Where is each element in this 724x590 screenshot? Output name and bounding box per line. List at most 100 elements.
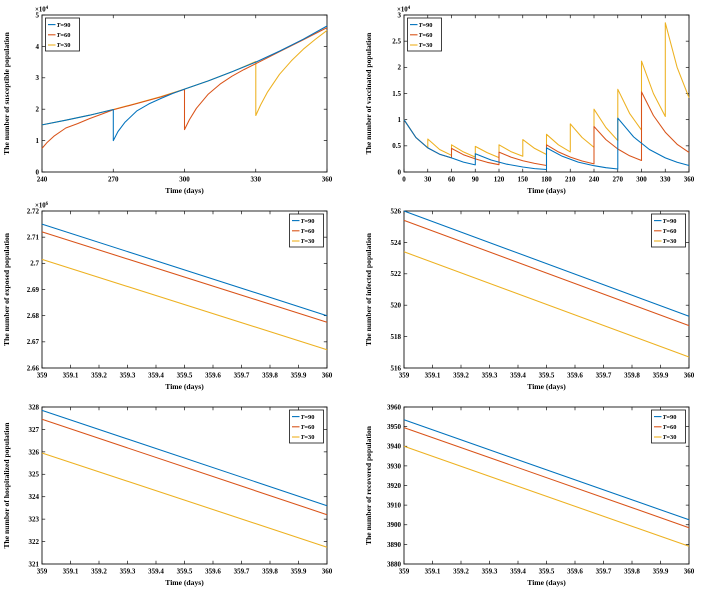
y-tick-label: 2.71 [27, 234, 40, 242]
y-axis-label: The number of vaccinated population [364, 32, 373, 155]
x-tick-label: 240 [37, 176, 48, 184]
chart-susceptible: 240 270 300 330 360 0 1 2 3 4 5×104 Time (days) The … [2, 6, 333, 195]
y-axis-label: The number of infected population [364, 232, 373, 346]
y-tick-label: 3890 [387, 541, 402, 549]
x-tick-label: 120 [494, 176, 505, 184]
y-tick-label: 1.5 [392, 90, 401, 98]
x-tick-label: 90 [472, 176, 480, 184]
legend-label: T=90 [663, 218, 677, 225]
y-tick-label: 324 [29, 493, 40, 501]
x-tick-label: 359.5 [539, 568, 555, 576]
x-tick-label: 359.1 [63, 372, 79, 380]
y-tick-label: 3930 [387, 462, 402, 470]
plot-box [41, 210, 328, 369]
y-tick-label: 3950 [387, 423, 402, 431]
x-tick-label: 270 [108, 176, 119, 184]
legend-label: T=60 [301, 228, 315, 235]
y-tick-label: 2 [36, 106, 40, 114]
x-tick-label: 360 [322, 372, 333, 380]
y-tick-label: 3880 [387, 560, 402, 568]
x-tick-label: 359.7 [234, 372, 250, 380]
y-tick-label: 2 [398, 64, 402, 72]
y-tick-label: 1 [398, 116, 402, 124]
legend-label: T=60 [301, 424, 315, 431]
chart-recovered: 359 359.1 359.2 359.3 359.4 359.5 359.6 359.7 35… [364, 403, 695, 587]
x-tick-label: 150 [518, 176, 529, 184]
series-T=60 [41, 418, 328, 516]
series-T=90 [41, 223, 328, 317]
x-tick-label: 359.2 [453, 372, 469, 380]
x-tick-label: 359 [399, 372, 410, 380]
x-tick-label: 359.9 [653, 372, 669, 380]
y-axis-label: The number of recovered population [364, 425, 373, 545]
y-axis-label: The number of exposed population [2, 232, 11, 346]
series-T=90 [403, 117, 690, 171]
legend-label: T=90 [419, 22, 433, 29]
x-tick-label: 359.4 [148, 372, 164, 380]
x-tick-label: 359.9 [291, 568, 307, 576]
y-tick-label: 325 [29, 471, 40, 479]
legend-label: T=90 [57, 22, 71, 29]
x-tick-label: 359.4 [510, 372, 526, 380]
series-T=60 [403, 427, 690, 529]
y-tick-label: 2.7 [30, 260, 39, 268]
plot-box [403, 406, 690, 565]
y-tick-label: 0 [398, 168, 402, 176]
x-tick-label: 359.7 [234, 568, 250, 576]
x-tick-label: 359.7 [596, 568, 612, 576]
x-tick-label: 359.8 [624, 372, 640, 380]
y-tick-label: 3910 [387, 502, 402, 510]
x-tick-label: 360 [322, 176, 333, 184]
x-tick-label: 270 [613, 176, 624, 184]
y-tick-label: 2.69 [27, 286, 40, 294]
x-tick-label: 359.2 [91, 568, 107, 576]
y-tick-label: 520 [391, 302, 402, 310]
x-tick-label: 300 [179, 176, 190, 184]
y-axis-exponent-label: ×104 [397, 6, 411, 13]
y-tick-label: 323 [29, 516, 40, 524]
legend-label: T=60 [419, 32, 433, 39]
x-axis-label: Time (days) [527, 578, 566, 587]
plot-box [403, 210, 690, 369]
x-tick-label: 359.3 [120, 372, 136, 380]
x-tick-label: 359.4 [510, 568, 526, 576]
x-tick-label: 360 [684, 176, 695, 184]
series-T=90 [403, 210, 690, 317]
x-tick-label: 359.3 [482, 372, 498, 380]
x-axis-label: Time (days) [165, 382, 204, 391]
series-T=60 [41, 27, 328, 149]
chart-exposed: 359 359.1 359.2 359.3 359.4 359.5 359.6 359.7 35… [2, 202, 333, 391]
y-tick-label: 2.67 [27, 338, 40, 346]
y-tick-label: 327 [29, 426, 40, 434]
y-axis-label: The number of susceptible population [2, 31, 11, 154]
chart-hospitalized: 359 359.1 359.2 359.3 359.4 359.5 359.6 359.7 35… [2, 403, 333, 587]
legend-label: T=30 [663, 238, 677, 245]
x-axis-label: Time (days) [527, 382, 566, 391]
x-tick-label: 359.3 [120, 568, 136, 576]
y-tick-label: 328 [29, 403, 40, 411]
series-T=60 [41, 231, 328, 323]
plot-box [41, 406, 328, 565]
x-tick-label: 359.2 [453, 568, 469, 576]
legend-label: T=90 [301, 218, 315, 225]
x-tick-label: 359.3 [482, 568, 498, 576]
legend-label: T=30 [663, 434, 677, 441]
x-tick-label: 359.7 [596, 372, 612, 380]
x-tick-label: 359 [37, 372, 48, 380]
y-tick-label: 321 [29, 560, 40, 568]
x-tick-label: 359.4 [148, 568, 164, 576]
chart-infected: 359 359.1 359.2 359.3 359.4 359.5 359.6 359.7 35… [364, 207, 695, 391]
y-tick-label: 3 [36, 74, 40, 82]
y-tick-label: 524 [391, 239, 402, 247]
x-tick-label: 359.8 [624, 568, 640, 576]
x-tick-label: 359.9 [291, 372, 307, 380]
y-tick-label: 0.5 [392, 142, 401, 150]
x-tick-label: 359.1 [425, 372, 441, 380]
x-tick-label: 359 [399, 568, 410, 576]
y-tick-label: 2.5 [392, 38, 401, 46]
x-tick-label: 60 [448, 176, 456, 184]
legend-label: T=30 [301, 238, 315, 245]
x-tick-label: 359.5 [177, 372, 193, 380]
x-tick-label: 359.1 [63, 568, 79, 576]
